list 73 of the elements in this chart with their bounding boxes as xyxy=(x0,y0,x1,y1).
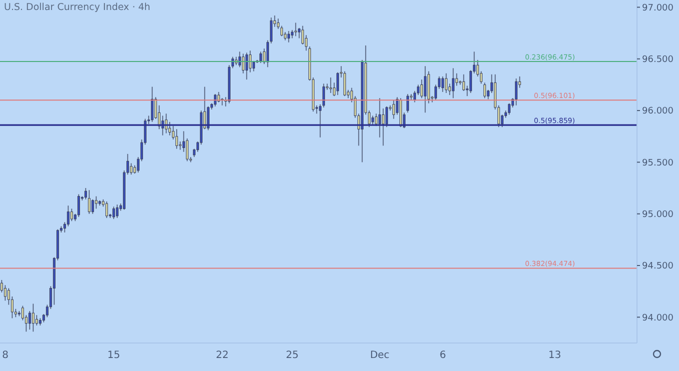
candlestick xyxy=(287,30,290,43)
y-tick-label: 95.500 xyxy=(642,158,674,168)
candlestick xyxy=(28,310,31,330)
candlestick xyxy=(378,98,381,138)
candlestick xyxy=(88,190,90,214)
candlestick xyxy=(70,208,73,222)
candlestick xyxy=(385,106,388,128)
candlestick xyxy=(420,79,423,99)
candlestick xyxy=(318,104,322,138)
candlestick xyxy=(21,305,24,321)
candlestick xyxy=(382,108,384,146)
candlestick xyxy=(444,72,448,94)
chart-title: U.S. Dollar Currency Index · 4h xyxy=(4,2,150,13)
x-tick-label: 8 xyxy=(2,350,8,362)
candlestick xyxy=(206,106,210,131)
candlestick xyxy=(245,52,248,80)
candlestick xyxy=(214,94,216,107)
candlestick xyxy=(94,196,98,210)
y-tick-label: 95.000 xyxy=(642,210,674,220)
candlestick xyxy=(4,284,6,302)
candlestick xyxy=(35,314,38,326)
y-tick-label: 94.500 xyxy=(642,262,674,272)
y-tick-label: 96.500 xyxy=(642,55,674,66)
candlestick xyxy=(416,84,420,96)
y-tick-label: 97.000 xyxy=(642,3,674,14)
candlestick xyxy=(248,50,252,73)
candlestick xyxy=(266,40,269,68)
candlestick xyxy=(406,94,409,114)
candlestick xyxy=(280,25,283,37)
candlestick xyxy=(217,92,220,103)
candlestick xyxy=(514,78,518,106)
candlestick xyxy=(130,162,132,175)
candlestick xyxy=(294,22,297,37)
candlestick xyxy=(371,115,374,126)
x-tick-label: 13 xyxy=(548,350,562,362)
candlestick xyxy=(242,53,244,74)
candlestick xyxy=(186,138,188,162)
candlestick xyxy=(32,303,34,332)
candlestick xyxy=(259,51,262,64)
candlestick xyxy=(329,77,332,94)
candlestick xyxy=(116,204,118,218)
candlestick xyxy=(112,206,115,220)
candlestick xyxy=(462,74,465,92)
candlestick xyxy=(91,198,94,214)
candlestick xyxy=(77,194,80,218)
candlestick xyxy=(0,280,3,293)
y-tick-label: 94.000 xyxy=(642,313,674,324)
x-tick-label: 6 xyxy=(440,350,446,362)
candlestick xyxy=(322,83,325,108)
x-tick-label: 15 xyxy=(107,350,120,362)
x-tick-label: 25 xyxy=(286,350,299,362)
candlestick xyxy=(508,102,510,116)
candlestick xyxy=(175,128,178,150)
candlestick xyxy=(301,25,304,45)
candlestick xyxy=(105,201,108,218)
candlestick xyxy=(66,205,70,227)
candlestick xyxy=(84,188,87,200)
y-tick-label: 96.000 xyxy=(642,106,674,117)
candlestick xyxy=(270,17,272,44)
candlestick xyxy=(424,66,426,114)
candlestick xyxy=(441,76,444,92)
candlestick xyxy=(238,51,241,68)
candlestick xyxy=(392,100,395,120)
candlestick xyxy=(483,82,486,99)
candlestick xyxy=(343,70,346,96)
x-tick-label: Dec xyxy=(370,350,390,362)
candlestick xyxy=(413,90,416,103)
candlestick xyxy=(276,18,280,30)
candlestick xyxy=(168,122,171,136)
candlestick xyxy=(452,68,454,99)
x-tick-label: 22 xyxy=(216,350,229,362)
candlestick xyxy=(336,72,339,96)
candlestick xyxy=(150,86,154,122)
